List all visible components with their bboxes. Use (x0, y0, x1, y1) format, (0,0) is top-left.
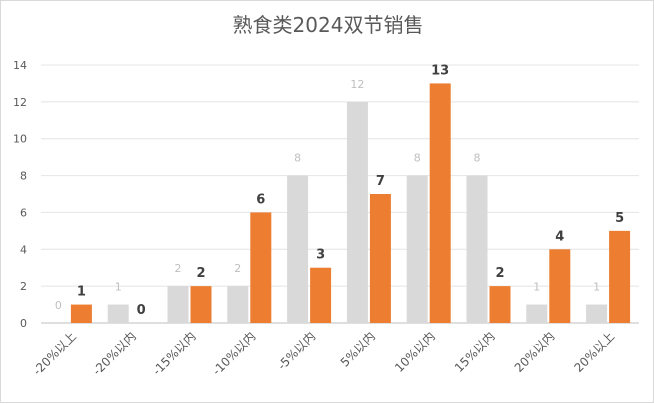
y-tick-label: 14 (13, 59, 27, 72)
x-tick-label: 5%以内 (338, 329, 378, 369)
x-tick-label: 10%以内 (392, 329, 438, 375)
data-label-series2: 2 (196, 266, 205, 281)
y-tick-label: 2 (20, 280, 27, 293)
bar-series2 (190, 286, 212, 323)
bar-series2 (489, 286, 511, 323)
data-label-series2: 13 (431, 63, 449, 78)
bar-series2 (310, 267, 332, 323)
x-tick-label: 20%以上 (571, 329, 617, 375)
x-tick-label: -10%以内 (210, 329, 259, 378)
data-label-series1: 0 (55, 299, 62, 312)
bar-series2 (70, 304, 92, 323)
bar-series2 (369, 194, 391, 323)
data-label-series2: 5 (615, 211, 624, 226)
y-tick-label: 8 (20, 170, 27, 183)
data-label-series1: 1 (533, 281, 540, 294)
y-tick-label: 0 (20, 317, 27, 330)
data-label-series2: 4 (555, 229, 564, 244)
data-label-series1: 2 (175, 262, 182, 275)
y-tick-label: 10 (13, 133, 27, 146)
bar-series2 (429, 83, 451, 323)
data-label-series2: 0 (137, 303, 146, 318)
data-label-series1: 12 (350, 78, 364, 91)
data-label-series2: 7 (376, 174, 385, 189)
x-tick-label: -5%以内 (275, 329, 318, 372)
data-label-series1: 1 (593, 281, 600, 294)
x-tick-label: 15%以内 (452, 329, 498, 375)
data-label-series1: 8 (414, 152, 421, 165)
bar-series1 (167, 286, 189, 323)
data-label-series2: 6 (256, 192, 265, 207)
data-label-series2: 3 (316, 248, 325, 263)
y-tick-label: 4 (20, 243, 27, 256)
bar-series2 (549, 249, 571, 323)
data-label-series2: 1 (77, 285, 86, 300)
bar-series2 (609, 230, 631, 323)
bar-series1 (346, 101, 368, 323)
bar-series1 (526, 304, 548, 323)
y-tick-label: 12 (13, 96, 27, 109)
bar-series1 (466, 175, 488, 323)
x-tick-label: -20%以内 (90, 329, 139, 378)
bar-series1 (107, 304, 129, 323)
bar-series2 (250, 212, 272, 323)
x-tick-label: 20%以内 (512, 329, 558, 375)
data-label-series1: 2 (234, 262, 241, 275)
y-tick-label: 6 (20, 206, 27, 219)
x-tick-label: -15%以内 (150, 329, 199, 378)
bar-series1 (586, 304, 608, 323)
chart-title: 熟食类2024双节销售 (232, 13, 424, 37)
data-label-series1: 1 (115, 281, 122, 294)
bar-series1 (406, 175, 428, 323)
data-label-series2: 2 (495, 266, 504, 281)
data-label-series1: 8 (294, 152, 301, 165)
bar-series1 (227, 286, 249, 323)
bar-series1 (287, 175, 309, 323)
x-tick-label: -20%以上 (30, 329, 79, 378)
data-label-series1: 8 (474, 152, 481, 165)
